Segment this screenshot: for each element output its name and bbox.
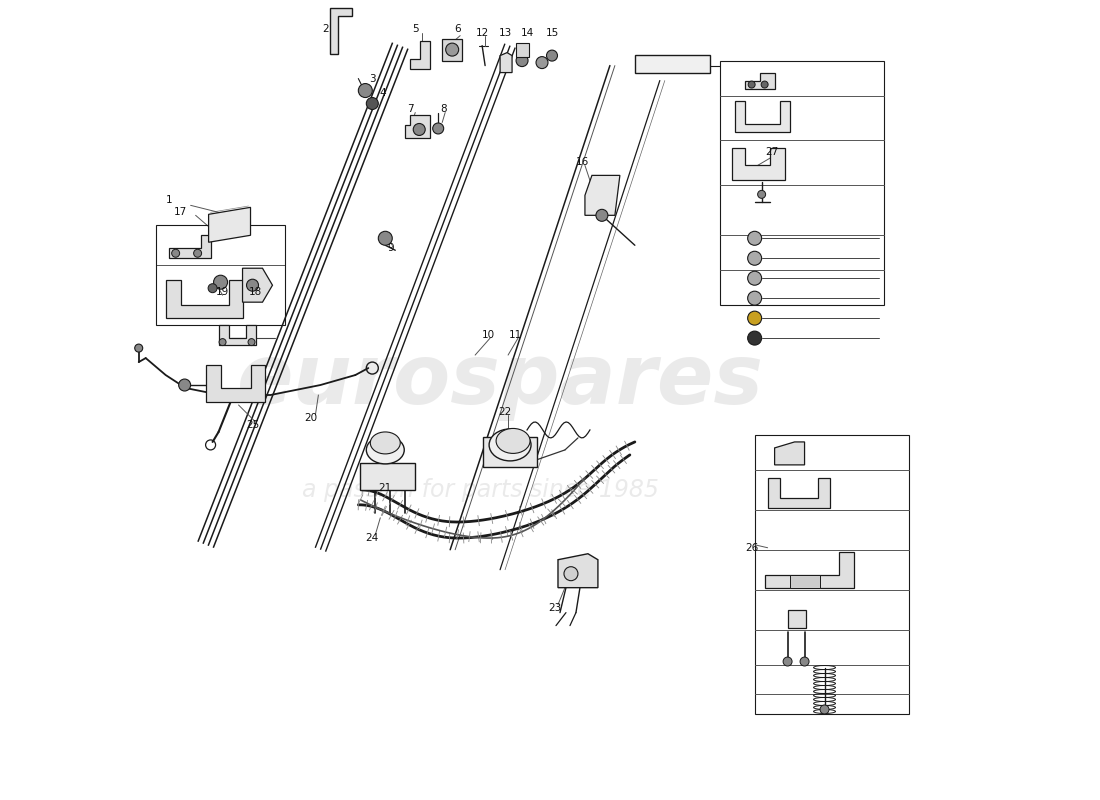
Circle shape (748, 331, 761, 345)
Text: 13: 13 (498, 28, 512, 38)
Circle shape (194, 250, 201, 258)
Circle shape (246, 279, 258, 291)
Bar (156, 226, 286, 325)
Text: 12: 12 (475, 28, 488, 38)
Circle shape (547, 50, 558, 61)
Circle shape (366, 98, 378, 110)
Polygon shape (732, 149, 784, 180)
Circle shape (378, 231, 393, 246)
Text: 27: 27 (764, 147, 778, 158)
Text: 2: 2 (322, 24, 329, 34)
Circle shape (432, 123, 443, 134)
Bar (790, 574, 820, 588)
Text: 10: 10 (482, 330, 495, 340)
Bar (635, 54, 710, 73)
Text: 18: 18 (249, 287, 262, 297)
Text: 11: 11 (508, 330, 521, 340)
Circle shape (178, 379, 190, 391)
Text: 14: 14 (520, 28, 534, 38)
Circle shape (536, 57, 548, 69)
Text: eurospares: eurospares (236, 339, 763, 421)
Text: 1: 1 (165, 195, 172, 206)
Text: a passion for parts since 1985: a passion for parts since 1985 (301, 478, 659, 502)
Polygon shape (516, 42, 529, 57)
Ellipse shape (371, 432, 400, 454)
Circle shape (208, 284, 217, 293)
Polygon shape (774, 442, 804, 465)
Text: 22: 22 (498, 407, 512, 417)
Text: 17: 17 (174, 207, 187, 218)
Circle shape (748, 81, 755, 88)
Circle shape (800, 657, 808, 666)
Ellipse shape (564, 566, 578, 581)
Text: 25: 25 (246, 420, 260, 430)
Circle shape (219, 338, 227, 346)
Text: 6: 6 (454, 24, 461, 34)
Bar (788, 610, 805, 628)
Text: 5: 5 (411, 24, 418, 34)
Polygon shape (410, 41, 430, 69)
Text: 9: 9 (387, 243, 394, 254)
Ellipse shape (366, 436, 405, 464)
Circle shape (172, 250, 179, 258)
Circle shape (748, 291, 761, 305)
Circle shape (783, 657, 792, 666)
Polygon shape (764, 552, 855, 588)
Polygon shape (168, 235, 210, 258)
Text: 3: 3 (368, 74, 375, 83)
Text: 21: 21 (378, 483, 392, 493)
Circle shape (248, 338, 255, 346)
Polygon shape (206, 365, 265, 402)
Polygon shape (242, 268, 273, 302)
Polygon shape (166, 280, 242, 318)
Text: 23: 23 (549, 602, 562, 613)
Circle shape (446, 43, 459, 56)
Circle shape (414, 123, 426, 135)
Polygon shape (330, 8, 352, 54)
Ellipse shape (496, 429, 530, 454)
Polygon shape (745, 73, 774, 89)
Bar (719, 61, 884, 305)
Polygon shape (219, 325, 255, 345)
Circle shape (758, 190, 766, 198)
Circle shape (596, 210, 608, 222)
Circle shape (516, 54, 528, 66)
Circle shape (748, 271, 761, 285)
Circle shape (359, 83, 372, 98)
Text: 15: 15 (546, 28, 559, 38)
Text: 16: 16 (575, 158, 589, 167)
Polygon shape (768, 478, 829, 508)
Text: 19: 19 (216, 287, 229, 297)
Text: 20: 20 (304, 413, 317, 423)
Polygon shape (735, 101, 790, 133)
Circle shape (134, 344, 143, 352)
Text: 8: 8 (440, 103, 447, 114)
Bar (755, 435, 910, 714)
Ellipse shape (490, 429, 531, 461)
Polygon shape (405, 115, 430, 138)
Polygon shape (558, 554, 598, 588)
Polygon shape (442, 38, 462, 61)
Circle shape (748, 231, 761, 246)
Text: 26: 26 (745, 542, 758, 553)
Polygon shape (209, 207, 251, 242)
Polygon shape (361, 463, 415, 490)
Polygon shape (483, 437, 537, 467)
Circle shape (748, 251, 761, 266)
Circle shape (761, 81, 768, 88)
Circle shape (820, 705, 829, 714)
Polygon shape (585, 175, 620, 215)
Text: 7: 7 (407, 103, 414, 114)
Polygon shape (500, 53, 513, 73)
Text: 4: 4 (379, 87, 386, 98)
Text: 24: 24 (365, 533, 378, 542)
Circle shape (213, 275, 228, 289)
Circle shape (748, 311, 761, 325)
